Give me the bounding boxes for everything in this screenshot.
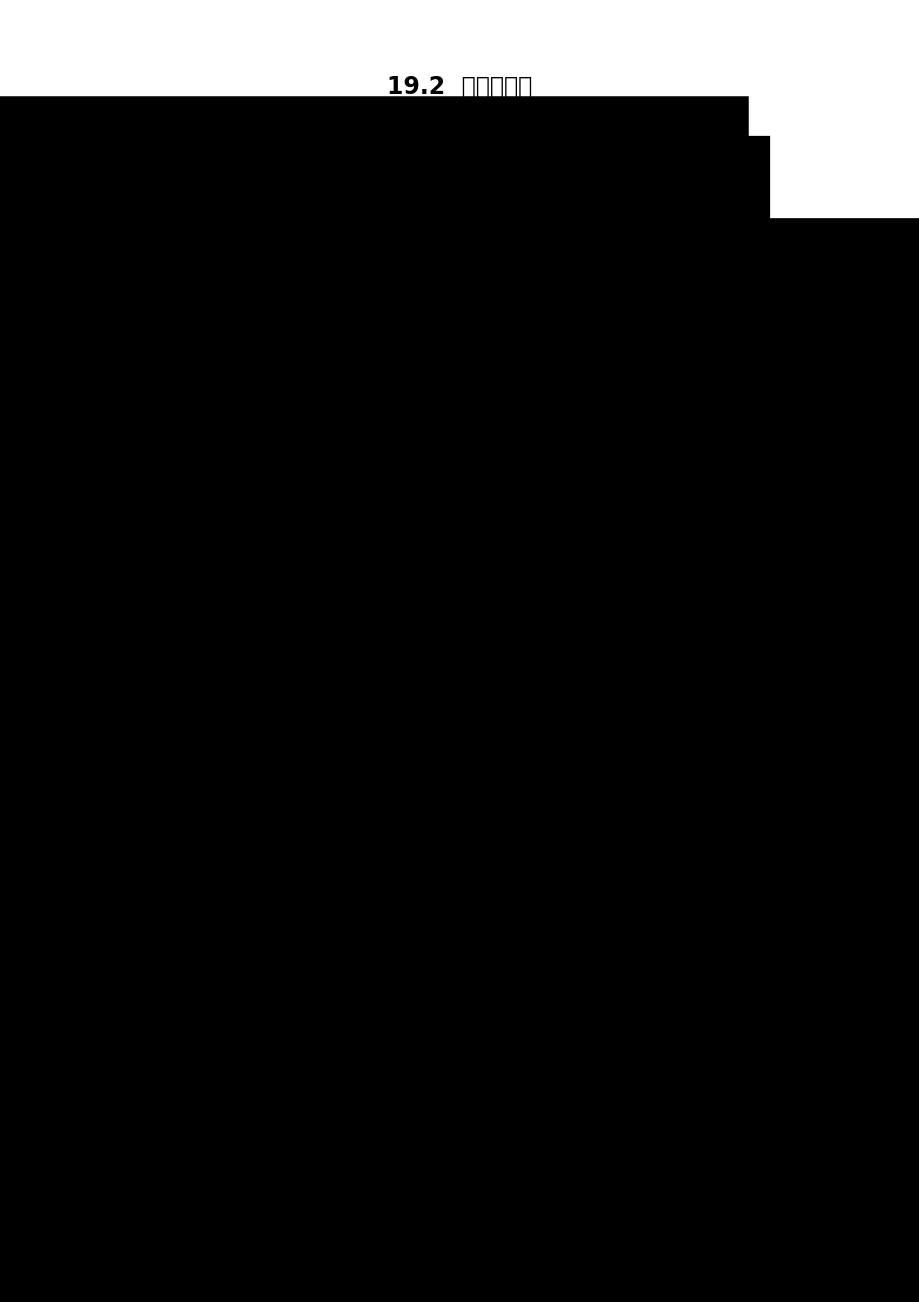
Text: 2、四边形的概念：: 2、四边形的概念： [62, 329, 144, 345]
Text: D: D [642, 956, 653, 970]
Text: （两直线平行，: （两直线平行， [285, 980, 368, 995]
Text: 一、回顾思考: 一、回顾思考 [62, 284, 122, 302]
Text: B: B [645, 467, 655, 482]
Text: 3: 3 [788, 976, 795, 990]
Text: 。（注：: 。（注： [358, 497, 395, 513]
Text: 画一个平行四边形，量一量并猜测出平行四边形的对边: 画一个平行四边形，量一量并猜测出平行四边形的对边 [62, 874, 280, 889]
Text: (C): (C) [356, 641, 378, 655]
Text: B: B [766, 1012, 775, 1026]
Text: ，: ， [383, 435, 392, 450]
Text: (D): (D) [448, 641, 471, 655]
Text: ，: ， [306, 435, 315, 450]
Text: 。: 。 [461, 435, 471, 450]
Text: {: { [128, 749, 154, 790]
Text: ）。: ）。 [505, 980, 523, 995]
Text: B: B [562, 763, 572, 777]
Text: 。: 。 [564, 825, 573, 840]
Text: 学习目标：: 学习目标： [62, 160, 112, 178]
Text: 形）。: 形）。 [62, 518, 89, 533]
Text: 叫做四边形的对角线。: 叫做四边形的对角线。 [332, 372, 423, 388]
Text: 。: 。 [509, 329, 518, 345]
Text: 四个内角分别是: 四个内角分别是 [62, 435, 126, 450]
Text: 证明你的猜测：: 证明你的猜测： [62, 896, 126, 911]
Text: C: C [812, 458, 822, 473]
Text: 则四边形 ABCD 是平行四边形，记作: 则四边形 ABCD 是平行四边形，记作 [105, 825, 276, 840]
Text: 的: 的 [62, 372, 71, 388]
Text: 这个四边形可以记作: 这个四边形可以记作 [62, 415, 144, 430]
Text: 2、探究平行四边形的性质：: 2、探究平行四边形的性质： [62, 852, 193, 870]
Text: 对角线是: 对角线是 [62, 454, 98, 470]
Text: 6、下列四边形哪些是凸四边形？哪些是凹四边形？: 6、下列四边形哪些是凸四边形？哪些是凹四边形？ [62, 540, 272, 555]
Text: （2）如图，在四边形 ABCD 中: （2）如图，在四边形 ABCD 中 [62, 728, 215, 743]
Text: 。: 。 [160, 372, 169, 388]
Text: C: C [802, 956, 811, 970]
Text: C: C [597, 746, 607, 760]
Text: 我们初中阶段只需掌握凸四边: 我们初中阶段只需掌握凸四边 [400, 497, 518, 513]
Text: ∴ AB//: ∴ AB// [62, 980, 108, 995]
Text: 学习过程: 学习过程 [62, 262, 102, 280]
Text: (B): (B) [261, 641, 283, 655]
Text: 2、掌握平行四边形的概念、结构、表示、读法；: 2、掌握平行四边形的概念、结构、表示、读法； [62, 202, 263, 217]
Text: 2: 2 [779, 967, 787, 980]
Text: 4: 4 [625, 1008, 633, 1021]
Text: A: A [677, 385, 686, 400]
Text: 和: 和 [283, 497, 292, 513]
Text: 。: 。 [529, 307, 539, 322]
Text: ，平行四边形的对角: ，平行四边形的对角 [461, 874, 543, 889]
Text: 叫做平行四边形。: 叫做平行四边形。 [490, 706, 562, 721]
Text: 二、新知探究: 二、新知探究 [62, 661, 122, 680]
Text: 3、理解平行四边形的性质.: 3、理解平行四边形的性质. [62, 223, 176, 237]
Text: 边 AB 的对边是: 边 AB 的对边是 [62, 475, 138, 490]
Text: 第 1 课时    平行四边形的边、角的性质: 第 1 课时 平行四边形的边、角的性质 [337, 112, 582, 132]
Text: A: A [406, 763, 416, 777]
Text: 5、四边形可以分为两类：: 5、四边形可以分为两类： [62, 497, 172, 513]
Text: ，即 ∠1＝: ，即 ∠1＝ [135, 980, 190, 995]
Text: 。: 。 [398, 475, 407, 490]
Text: 平行四边形性质的应用: 平行四边形性质的应用 [112, 242, 203, 256]
Text: 1、三角形的概念：: 1、三角形的概念： [62, 307, 144, 322]
Text: 证明：连接对角线 AC。: 证明：连接对角线 AC。 [62, 918, 170, 934]
Text: 叫做四边形的对角；  相对的两条边叫做四边形: 叫做四边形的对角； 相对的两条边叫做四边形 [234, 353, 426, 368]
Text: 19.2  平行四边形: 19.2 平行四边形 [387, 76, 532, 99]
Text: 和: 和 [187, 454, 197, 470]
Text: D: D [448, 746, 459, 760]
Text: ∵四边形 ABCD 是平行四边形: ∵四边形 ABCD 是平行四边形 [62, 940, 207, 954]
Text: 3、: 3、 [62, 353, 81, 368]
Text: 。: 。 [634, 874, 643, 889]
Text: ，: ， [228, 435, 237, 450]
Text: 1、概念：看课本回答：: 1、概念：看课本回答： [62, 684, 163, 699]
Text: ；边 AD 的对边是: ；边 AD 的对边是 [218, 475, 304, 490]
Text: ，读作: ，读作 [414, 825, 442, 840]
Text: ，: ， [305, 415, 313, 430]
Text: 1、复习四边形的概念、结构、分类；: 1、复习四边形的概念、结构、分类； [62, 182, 218, 197]
Text: (A): (A) [159, 641, 181, 655]
Text: D: D [802, 371, 813, 385]
Text: 重难点：: 重难点： [62, 242, 98, 256]
Text: （1）: （1） [62, 706, 90, 721]
Text: A: A [604, 1012, 613, 1026]
Text: AB // DC: AB // DC [148, 750, 211, 766]
Text: 4、你能说出右图中四边形的所有结构。: 4、你能说出右图中四边形的所有结构。 [62, 395, 226, 410]
Text: 1: 1 [633, 1016, 641, 1029]
